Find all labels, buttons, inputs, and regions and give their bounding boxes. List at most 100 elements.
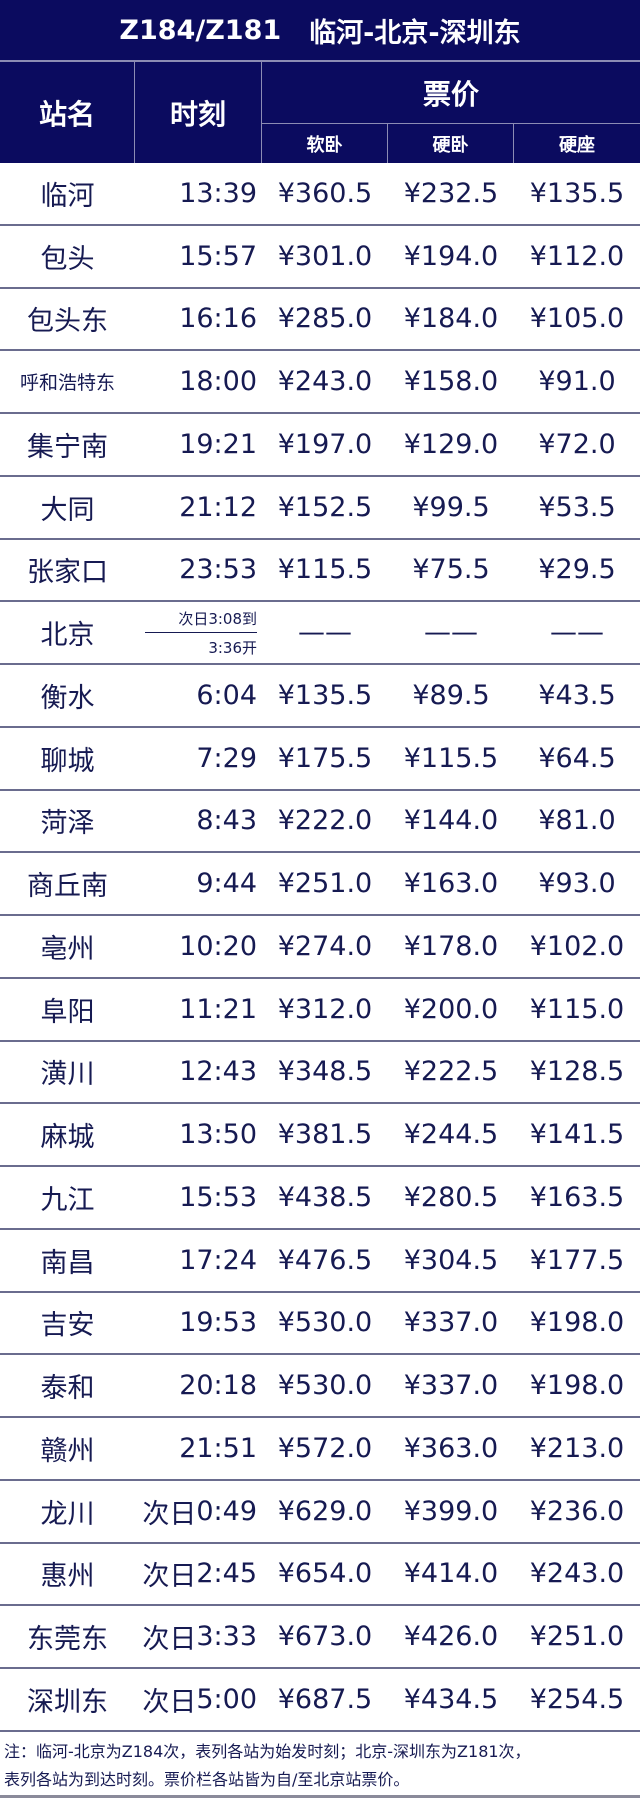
station-name: 潢川 [40,1059,95,1091]
hard-sleeper-price: ¥99.5 [412,491,490,523]
table-header: 站名 时刻 票价 软卧 硬卧 硬座 [0,62,640,163]
hard-seat-price: ¥43.5 [538,679,616,711]
station-name: 包头 [40,243,95,275]
station-name: 聊城 [40,745,95,777]
hard-sleeper-price: ¥363.0 [403,1432,499,1464]
time-cell: 19:21 [135,414,257,475]
soft-sleeper-price: ¥243.0 [277,366,373,398]
soft-sleeper-price: ¥135.5 [277,679,373,711]
table-row: 呼和浩特东 18:00 ¥243.0 ¥158.0 ¥91.0 [0,351,640,414]
hard-seat-price: ¥163.5 [529,1181,625,1213]
station-name: 赣州 [40,1435,95,1467]
table-row: 北京 次日3:08到 3:36开 —— —— —— [0,602,640,665]
hard-sleeper-price: ¥129.0 [403,428,499,460]
hard-seat-price: ¥243.0 [529,1558,625,1590]
table-row: 深圳东 次日 5:00 ¥687.5 ¥434.5 ¥254.5 [0,1669,640,1732]
hard-seat-price: ¥53.5 [538,491,616,523]
time-cell: 9:44 [135,853,257,914]
hard-sleeper-price: ¥163.0 [403,868,499,900]
soft-sleeper-price: ¥629.0 [277,1495,373,1527]
hard-seat-price: ¥254.5 [529,1683,625,1715]
time-cell: 23:53 [135,540,257,601]
hard-seat-price: —— [550,617,604,649]
next-day-label: 次日 [142,1498,197,1530]
hard-sleeper-price: ¥426.0 [403,1621,499,1653]
time-value: 18:00 [179,366,257,398]
hard-sleeper-price: ¥158.0 [403,366,499,398]
header-station: 站名 [0,62,135,163]
train-number: Z184/Z181 [119,14,282,46]
hard-seat-price: ¥72.0 [538,428,616,460]
soft-sleeper-price: ¥530.0 [277,1307,373,1339]
station-name: 南昌 [40,1247,95,1279]
time-cell: 11:21 [135,979,257,1040]
table-row: 赣州 21:51 ¥572.0 ¥363.0 ¥213.0 [0,1418,640,1481]
timetable-rows: 临河 13:39 ¥360.5 ¥232.5 ¥135.5 包头 15:57 ¥301.0 ¥1… [0,163,640,1732]
table-row: 龙川 次日 0:49 ¥629.0 ¥399.0 ¥236.0 [0,1481,640,1544]
hard-sleeper-price: ¥178.0 [403,930,499,962]
time-cell: 18:00 [135,351,257,412]
time-value: 15:57 [179,240,257,272]
soft-sleeper-price: ¥197.0 [277,428,373,460]
hard-sleeper-price: ¥75.5 [412,554,490,586]
time-value: 9:44 [196,868,257,900]
header-hard-sleeper: 硬卧 [388,124,514,163]
time-cell: 次日 5:00 [135,1669,257,1730]
time-value: 13:39 [179,177,257,209]
soft-sleeper-price: ¥285.0 [277,303,373,335]
station-name: 集宁南 [27,431,108,463]
hard-sleeper-price: ¥280.5 [403,1181,499,1213]
time-cell: 21:51 [135,1418,257,1479]
table-row: 泰和 20:18 ¥530.0 ¥337.0 ¥198.0 [0,1355,640,1418]
header-hard-seat: 硬座 [559,134,595,156]
soft-sleeper-price: ¥274.0 [277,930,373,962]
hard-seat-price: ¥236.0 [529,1495,625,1527]
table-row: 菏泽 8:43 ¥222.0 ¥144.0 ¥81.0 [0,791,640,854]
station-name: 包头东 [27,306,108,338]
hard-seat-price: ¥128.5 [529,1056,625,1088]
time-cell: 20:18 [135,1355,257,1416]
time-cell: 6:04 [135,665,257,726]
departure-time: 3:36开 [208,638,257,657]
station-name: 商丘南 [27,871,108,903]
time-value: 5:00 [196,1683,257,1715]
soft-sleeper-price: ¥572.0 [277,1432,373,1464]
time-value: 20:18 [179,1370,257,1402]
table-row: 集宁南 19:21 ¥197.0 ¥129.0 ¥72.0 [0,414,640,477]
soft-sleeper-price: —— [298,617,352,649]
station-name: 亳州 [40,933,95,965]
time-value: 21:12 [179,491,257,523]
time-cell: 12:43 [135,1042,257,1103]
table-row: 阜阳 11:21 ¥312.0 ¥200.0 ¥115.0 [0,979,640,1042]
station-name: 呼和浩特东 [19,372,115,395]
soft-sleeper-price: ¥654.0 [277,1558,373,1590]
table-row: 潢川 12:43 ¥348.5 ¥222.5 ¥128.5 [0,1042,640,1105]
hard-seat-price: ¥81.0 [538,805,616,837]
time-value: 19:53 [179,1307,257,1339]
next-day-label: 次日 [142,1686,197,1718]
next-day-label: 次日 [142,1624,197,1656]
hard-seat-price: ¥213.0 [529,1432,625,1464]
hard-sleeper-price: ¥304.5 [403,1244,499,1276]
soft-sleeper-price: ¥687.5 [277,1683,373,1715]
station-name: 北京 [40,620,95,652]
soft-sleeper-price: ¥175.5 [277,742,373,774]
soft-sleeper-price: ¥348.5 [277,1056,373,1088]
time-cell: 17:24 [135,1230,257,1291]
time-value: 16:16 [179,303,257,335]
hard-sleeper-price: ¥244.5 [403,1119,499,1151]
hard-sleeper-price: ¥232.5 [403,177,499,209]
footnote-line-2: 表列各站为到达时刻。票价栏各站皆为自/至北京站票价。 [4,1770,410,1789]
soft-sleeper-price: ¥301.0 [277,240,373,272]
hard-sleeper-price: ¥434.5 [403,1683,499,1715]
time-cell: 16:16 [135,289,257,350]
table-row: 包头 15:57 ¥301.0 ¥194.0 ¥112.0 [0,226,640,289]
station-name: 惠州 [40,1561,95,1593]
time-cell: 19:53 [135,1293,257,1354]
station-name: 泰和 [40,1373,95,1405]
header-time: 时刻 [135,62,262,163]
time-cell: 8:43 [135,791,257,852]
station-name: 九江 [40,1184,95,1216]
time-value: 0:49 [196,1495,257,1527]
soft-sleeper-price: ¥152.5 [277,491,373,523]
